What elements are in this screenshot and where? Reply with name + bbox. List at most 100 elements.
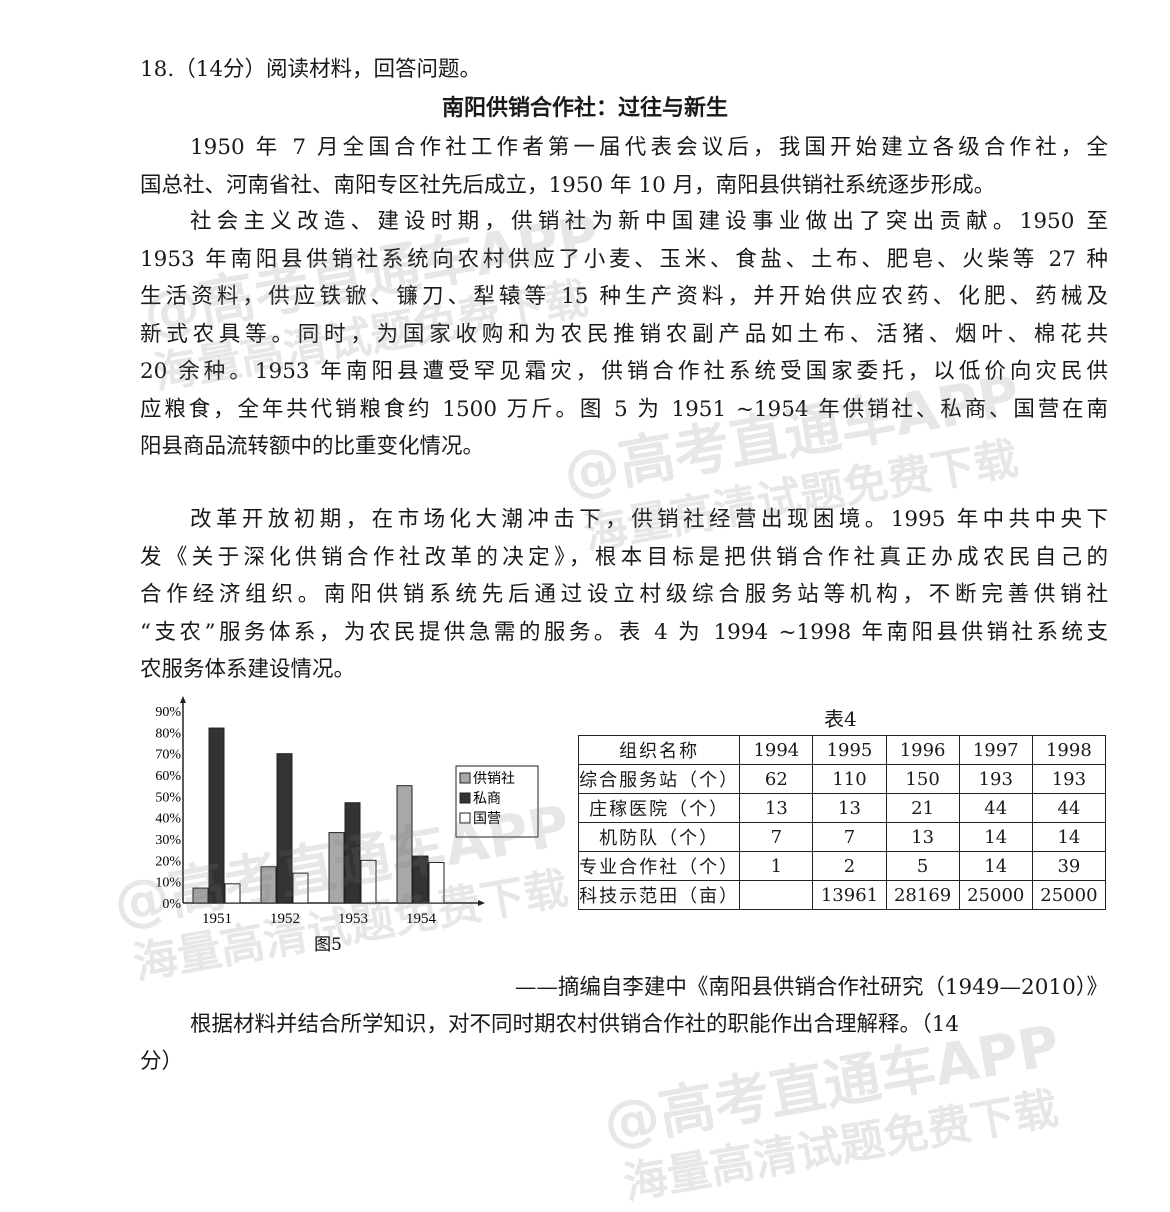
paragraph-line: 新式农具等。同时，为国家收购和为农民推销农副产品如土布、活猪、烟叶、棉花共 [140, 321, 1108, 347]
paragraph-line: 发《关于深化供销合作社改革的决定》，根本目标是把供销合作社真正办成农民自己的 [140, 544, 1108, 570]
x-axis-arrow [478, 900, 485, 906]
table-cell: 13961 [812, 880, 887, 910]
bar-2-0 [328, 832, 345, 904]
table-cell: 14 [1031, 822, 1107, 852]
table-row: 科技示范田（亩） 13961 28169 25000 25000 [577, 880, 1107, 910]
table-cell: 1 [739, 851, 814, 881]
y-tick-label: 60% [155, 769, 181, 784]
figure-5-bar-chart: 0% 10% 20% 30% 40% 50% 60% 70% 80% 90% 1951 1952 195… [155, 696, 539, 955]
table-header-row: 组织名称 1994 1995 1996 1997 1998 [577, 735, 1107, 765]
table-cell: 1995 [812, 735, 887, 765]
y-tick-label: 20% [155, 854, 181, 869]
table-cell: 13 [885, 822, 960, 852]
paragraph-line: 合作经济组织。南阳供销系统先后通过设立村级综合服务站等机构，不断完善供销社 [140, 582, 1108, 607]
paragraph-line: “支农”服务体系，为农民提供急需的服务。表 4 为 1994 ~1998 年南阳… [140, 619, 1108, 645]
watermark: 海量高清试题免费下载 [619, 1083, 1062, 1210]
bar-3-0 [396, 785, 413, 904]
bar-3-1 [412, 855, 429, 904]
y-tick-label: 10% [155, 876, 181, 891]
table-cell: 5 [885, 851, 960, 881]
table-cell: 1996 [885, 735, 960, 765]
bar-1-0 [260, 866, 277, 904]
x-tick-label: 1951 [202, 911, 232, 927]
table-cell: 2 [812, 851, 887, 881]
table-cell: 13 [739, 793, 814, 823]
table-cell: 1994 [739, 735, 814, 765]
table-cell: 25000 [958, 880, 1033, 910]
row-label: 科技示范田（亩） [577, 880, 741, 910]
bar-2-2 [360, 859, 377, 904]
source-citation: ——摘编自李建中《南阳县供销合作社研究（1949—2010）》 [514, 975, 1108, 1000]
legend-swatch [459, 812, 471, 824]
table-cell: 28169 [885, 880, 960, 910]
legend-label: 供销社 [473, 771, 515, 787]
x-tick-label: 1954 [406, 911, 437, 927]
row-label: 专业合作社（个） [577, 851, 741, 881]
material-title: 南阳供销合作社：过往与新生 [441, 95, 728, 121]
table-cell: 44 [1031, 793, 1107, 823]
row-label: 组织名称 [577, 735, 741, 765]
x-tick-label: 1952 [270, 911, 300, 927]
table-4: 组织名称 1994 1995 1996 1997 1998 综合服务站（个） 62 110 150… [577, 735, 1107, 910]
y-tick-label: 70% [155, 748, 181, 763]
paragraph-line: 社会主义改造、建设时期，供销社为新中国建设事业做出了突出贡献。1950 至 [190, 209, 1108, 234]
table-cell: 14 [958, 851, 1033, 881]
chart-title: 图5 [314, 935, 342, 955]
bar-0-1 [208, 727, 225, 904]
table-cell [739, 880, 814, 910]
paragraph-line: 20 余种。1953 年南阳县遭受罕见霜灾，供销合作社系统受国家委托，以低价向灾… [140, 359, 1108, 384]
table-row: 综合服务站（个） 62 110 150 193 193 [577, 764, 1107, 794]
bar-3-2 [428, 861, 445, 904]
legend-label: 私商 [473, 791, 501, 807]
paragraph-line: 改革开放初期，在市场化大潮冲击下，供销社经营出现困境。1995 年中共中央下 [190, 507, 1108, 532]
y-tick-label: 30% [155, 833, 181, 848]
y-tick-label: 90% [155, 705, 181, 720]
bar-0-2 [224, 883, 241, 904]
paragraph-line: 国总社、河南省社、南阳专区社先后成立，1950 年 10 月，南阳县供销社系统逐… [140, 172, 996, 198]
paragraph-line: 应粮食，全年共代销粮食约 1500 万斤。图 5 为 1951 ~1954 年供… [140, 396, 1108, 422]
table-cell: 193 [1031, 764, 1107, 794]
table-cell: 14 [958, 822, 1033, 852]
table-cell: 1997 [958, 735, 1033, 765]
legend-swatch [459, 772, 471, 784]
table-cell: 21 [885, 793, 960, 823]
paragraph-line: 生活资料，供应铁锨、镰刀、犁辕等 15 种生产资料，并开始供应农药、化肥、药械及 [140, 284, 1108, 309]
table-caption: 表4 [824, 707, 857, 731]
table-row: 专业合作社（个） 1 2 5 14 39 [577, 851, 1107, 881]
table-cell: 13 [812, 793, 887, 823]
bar-2-1 [344, 802, 361, 904]
table-cell: 7 [739, 822, 814, 852]
y-tick-label: 0% [162, 897, 181, 912]
y-tick-label: 40% [155, 812, 181, 827]
table-cell: 25000 [1031, 880, 1107, 910]
table-row: 机防队（个） 7 7 13 14 14 [577, 822, 1107, 852]
table-cell: 110 [812, 764, 887, 794]
table-cell: 39 [1031, 851, 1107, 881]
row-label: 机防队（个） [577, 822, 741, 852]
y-axis-arrow [180, 696, 186, 703]
paragraph-line: 1953 年南阳县供销社系统向农村供应了小麦、玉米、食盐、土布、肥皂、火柴等 2… [140, 246, 1108, 272]
legend-label: 国营 [473, 811, 501, 827]
table-cell: 44 [958, 793, 1033, 823]
y-tick-label: 50% [155, 790, 181, 805]
y-tick-label: 80% [155, 726, 181, 741]
paragraph-line: 1950 年 7 月全国合作社工作者第一届代表会议后，我国开始建立各级合作社，全 [190, 135, 1108, 160]
table-cell: 1998 [1031, 735, 1107, 765]
table-row: 庄稼医院（个） 13 13 21 44 44 [577, 793, 1107, 823]
paragraph-line: 阳县商品流转额中的比重变化情况。 [140, 434, 485, 459]
row-label: 庄稼医院（个） [577, 793, 741, 823]
table-cell: 7 [812, 822, 887, 852]
paragraph-line: 农服务体系建设情况。 [140, 657, 356, 682]
row-label: 综合服务站（个） [577, 764, 741, 794]
bar-0-0 [192, 887, 209, 904]
question-header: 18.（14分）阅读材料，回答问题。 [140, 57, 482, 82]
table-cell: 150 [885, 764, 960, 794]
table-cell: 62 [739, 764, 814, 794]
x-tick-label: 1953 [338, 911, 368, 927]
question-prompt: 根据材料并结合所学知识，对不同时期农村供销合作社的职能作出合理解释。（14 [190, 1012, 960, 1037]
table-cell: 193 [958, 764, 1033, 794]
legend-swatch [459, 792, 471, 804]
bar-1-1 [276, 753, 293, 904]
bar-1-2 [292, 872, 309, 904]
question-prompt-cont: 分） [140, 1049, 184, 1074]
